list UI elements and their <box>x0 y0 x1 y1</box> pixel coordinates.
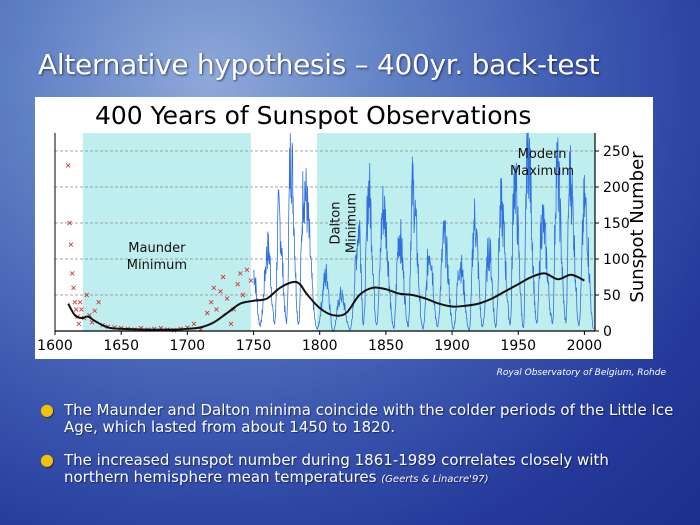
data-point <box>67 220 72 226</box>
slide-title: Alternative hypothesis – 400yr. back-tes… <box>38 48 600 81</box>
data-point <box>218 289 223 294</box>
data-point <box>69 271 75 276</box>
source-credit: Royal Observatory of Belgium, Rohde <box>496 368 666 378</box>
data-point <box>71 285 76 291</box>
y-axis-label: Sunspot Number <box>627 151 648 303</box>
data-point <box>76 321 82 327</box>
data-point <box>208 299 214 305</box>
shaded-period <box>82 133 251 331</box>
bullet-list: ● The Maunder and Dalton minima coincide… <box>38 400 678 504</box>
data-point <box>244 267 250 273</box>
annotation-label: Maunder <box>128 241 186 256</box>
data-point <box>96 299 101 305</box>
x-tick-label: 1600 <box>37 338 73 354</box>
bullet-text: The Maunder and Dalton minima coincide w… <box>64 401 674 436</box>
data-point <box>77 299 83 305</box>
bullet-icon: ● <box>40 400 54 419</box>
smoothed-line <box>67 272 585 331</box>
data-point <box>214 307 219 312</box>
data-point <box>235 281 240 287</box>
shaded-period <box>317 133 595 331</box>
y-tick-label: 100 <box>603 252 630 268</box>
bullet-item: ● The increased sunspot number during 18… <box>38 450 678 488</box>
x-tick-label: 1850 <box>368 338 404 354</box>
x-tick-label: 1700 <box>170 338 206 354</box>
x-tick-label: 2000 <box>567 338 603 354</box>
data-point <box>68 242 74 247</box>
data-point <box>248 278 254 283</box>
data-point <box>92 308 98 314</box>
x-tick-label: 1800 <box>302 338 338 354</box>
data-point <box>237 271 243 276</box>
data-point <box>73 307 79 312</box>
bullet-text: The increased sunspot number during 1861… <box>64 451 609 486</box>
y-tick-label: 250 <box>603 144 630 160</box>
annotation-label: Minimum <box>127 258 187 273</box>
data-point <box>72 299 78 305</box>
data-point <box>240 292 246 298</box>
series-line <box>253 132 594 332</box>
bullet-icon: ● <box>40 450 54 469</box>
x-tick-label: 1750 <box>236 338 272 354</box>
y-tick-label: 200 <box>603 180 630 196</box>
chart-figure: 1600 1650 1700 1750 1800 1850 1900 1950 2000 0 50 1… <box>35 97 653 359</box>
data-point <box>204 310 210 316</box>
y-tick-label: 50 <box>603 288 621 304</box>
y-tick-label: 0 <box>603 324 612 340</box>
data-point <box>65 163 71 168</box>
x-tick-label: 1650 <box>103 338 139 354</box>
data-point <box>79 307 84 312</box>
data-point <box>191 321 197 327</box>
bullet-citation: (Geerts & Linacre'97) <box>381 474 489 485</box>
data-point <box>84 292 90 298</box>
data-point <box>211 285 217 291</box>
annotation-label: Modern <box>518 147 567 162</box>
annotation-label: Dalton <box>329 202 344 245</box>
data-point <box>228 321 234 327</box>
bullet-item: ● The Maunder and Dalton minima coincide… <box>38 400 678 436</box>
x-tick-label: 1950 <box>500 338 536 354</box>
x-tick-label: 1900 <box>434 338 470 354</box>
y-tick-label: 150 <box>603 216 630 232</box>
annotation-label: Maximum <box>510 164 574 179</box>
data-point <box>224 296 230 301</box>
chart-title: 400 Years of Sunspot Observations <box>95 101 531 130</box>
annotation-label: Minimum <box>345 193 360 253</box>
data-point <box>220 274 226 280</box>
